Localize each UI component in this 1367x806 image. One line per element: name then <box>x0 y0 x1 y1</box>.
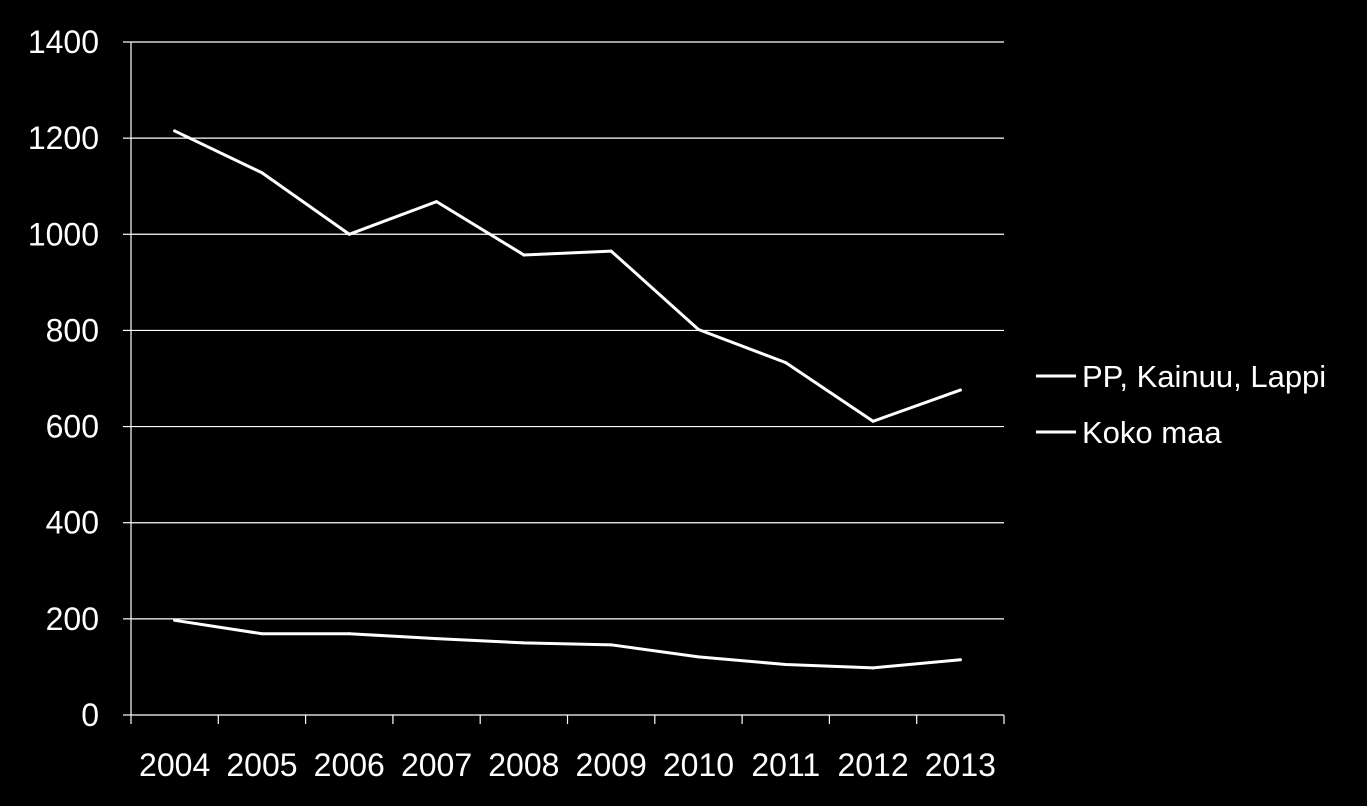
series-lines <box>173 129 962 670</box>
y-tick-label-400: 400 <box>46 505 99 541</box>
y-tick-label-1400: 1400 <box>28 24 99 60</box>
x-tick-label-2008: 2008 <box>488 747 559 783</box>
data-point-pp-kainuu-lappi-2013 <box>958 388 962 392</box>
x-tick-label-2009: 2009 <box>576 747 647 783</box>
y-tick-label-0: 0 <box>81 697 99 733</box>
data-point-koko-maa-2005 <box>260 632 264 636</box>
data-point-koko-maa-2010 <box>696 655 700 659</box>
data-point-koko-maa-2009 <box>609 643 613 647</box>
y-tick-label-800: 800 <box>46 312 99 348</box>
data-point-pp-kainuu-lappi-2006 <box>347 232 351 236</box>
data-point-pp-kainuu-lappi-2011 <box>784 361 788 365</box>
x-tick-label-2012: 2012 <box>837 747 908 783</box>
legend: PP, Kainuu, Lappi Koko maa <box>1036 359 1326 450</box>
x-tick-label-2007: 2007 <box>401 747 472 783</box>
data-point-koko-maa-2013 <box>958 658 962 662</box>
y-axis-tick-labels: 0 200 400 600 800 1000 1200 1400 <box>28 24 99 733</box>
data-point-pp-kainuu-lappi-2012 <box>871 419 875 423</box>
data-point-pp-kainuu-lappi-2004 <box>173 129 177 133</box>
x-tick-label-2010: 2010 <box>663 747 734 783</box>
series-line-koko-maa <box>173 618 962 670</box>
data-point-koko-maa-2012 <box>871 666 875 670</box>
y-tick-label-1000: 1000 <box>28 216 99 252</box>
data-point-pp-kainuu-lappi-2007 <box>435 200 439 204</box>
data-point-pp-kainuu-lappi-2009 <box>609 249 613 253</box>
legend-label-pp-kainuu-lappi: PP, Kainuu, Lappi <box>1082 359 1326 394</box>
y-tick-label-600: 600 <box>46 409 99 445</box>
data-point-koko-maa-2007 <box>435 637 439 641</box>
x-tick-label-2011: 2011 <box>751 747 820 783</box>
x-tick-label-2005: 2005 <box>226 747 297 783</box>
x-tick-label-2006: 2006 <box>314 747 385 783</box>
data-point-koko-maa-2006 <box>347 632 351 636</box>
x-tick-label-2004: 2004 <box>139 747 210 783</box>
x-tick-label-2013: 2013 <box>925 747 996 783</box>
gridlines <box>131 41 1004 620</box>
y-tick-label-200: 200 <box>46 601 99 637</box>
data-point-koko-maa-2008 <box>522 641 526 645</box>
axes <box>123 41 1005 724</box>
data-point-koko-maa-2004 <box>173 618 177 622</box>
x-axis-tick-labels: 2004 2005 2006 2007 2008 2009 2010 2011 2012 2013 <box>139 747 996 783</box>
y-tick-label-1200: 1200 <box>28 120 99 156</box>
data-point-pp-kainuu-lappi-2008 <box>522 253 526 257</box>
data-point-pp-kainuu-lappi-2005 <box>260 171 264 175</box>
data-point-pp-kainuu-lappi-2010 <box>696 327 700 331</box>
series-line-pp-kainuu-lappi <box>173 129 962 423</box>
legend-label-koko-maa: Koko maa <box>1082 415 1222 450</box>
data-point-koko-maa-2011 <box>784 663 788 667</box>
